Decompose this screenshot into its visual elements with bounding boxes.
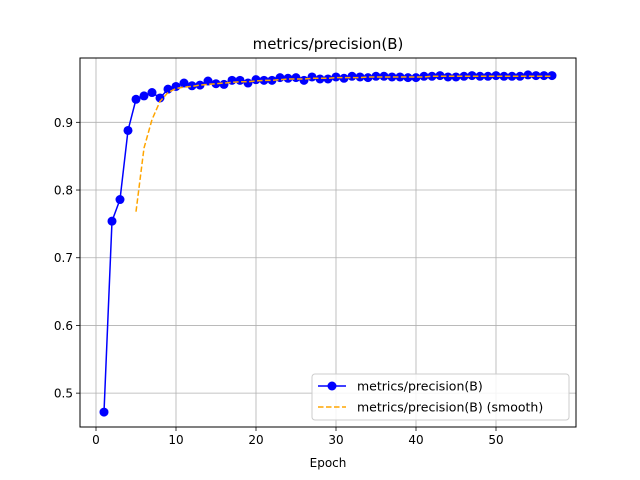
axis-ticks: 0 10 20 30 40 50 0.5 0.6 0.7 0.8 0.9 [54,116,504,447]
data-point [331,72,341,82]
data-point [419,71,429,81]
x-tick-label: 30 [328,433,343,447]
data-point [347,71,357,81]
data-point [155,93,165,103]
data-point [139,91,149,101]
data-point [315,74,325,84]
data-point [131,94,141,104]
data-point [403,73,413,83]
data-point [355,72,365,82]
data-point [499,71,509,81]
data-point [307,72,317,82]
data-point [531,71,541,81]
grid [80,58,576,427]
data-point [443,72,453,82]
chart-title: metrics/precision(B) [253,35,404,53]
series-line-0 [103,74,552,413]
data-point [379,71,389,81]
x-tick-label: 40 [408,433,423,447]
data-point [483,71,493,81]
y-tick-label: 0.6 [54,319,73,333]
data-point [547,71,557,81]
data-point [195,80,205,90]
data-point [467,71,477,81]
data-point [387,72,397,82]
data-point [363,73,373,83]
data-point [411,73,421,83]
series-line-1 [135,75,552,212]
legend-label-1: metrics/precision(B) (smooth) [357,400,543,415]
legend: metrics/precision(B) metrics/precision(B)… [311,373,570,421]
data-point [515,71,525,81]
data-point [99,407,109,417]
data-point [475,71,485,81]
x-tick-label: 10 [168,433,183,447]
data-point [243,78,253,88]
legend-marker-0 [327,381,337,391]
legend-label-0: metrics/precision(B) [357,379,483,394]
data-point [371,71,381,81]
y-tick-label: 0.5 [54,387,73,401]
data-point [251,75,261,85]
data-point [275,73,285,83]
data-point [507,71,517,81]
data-point [115,195,125,205]
x-tick-label: 20 [248,433,263,447]
data-point [451,72,461,82]
data-point [539,71,549,81]
data-point [187,81,197,91]
data-point [259,75,269,85]
data-point [227,75,237,85]
data-point [323,74,333,84]
x-axis-label: Epoch [310,456,347,470]
data-point [491,71,501,81]
data-point [163,84,173,94]
data-point [427,71,437,81]
data-point [299,75,309,85]
data-point [211,79,221,89]
data-point [435,71,445,81]
y-tick-label: 0.7 [54,251,73,265]
data-point [147,88,157,98]
data-point [395,72,405,82]
data-point [291,73,301,83]
plot-frame [79,57,577,428]
y-tick-label: 0.8 [54,184,73,198]
data-point [339,73,349,83]
data-point [203,76,213,86]
data-point [235,75,245,85]
x-tick-label: 0 [92,433,100,447]
data-point [107,216,117,226]
data-point [459,71,469,81]
data-point [267,75,277,85]
data-point [523,70,533,80]
data-point [179,78,189,88]
x-tick-label: 50 [488,433,503,447]
series-layer [99,70,557,417]
y-tick-label: 0.9 [54,116,73,130]
data-point [219,79,229,89]
data-point [123,125,133,135]
legend-box [311,373,570,421]
data-point [283,73,293,83]
